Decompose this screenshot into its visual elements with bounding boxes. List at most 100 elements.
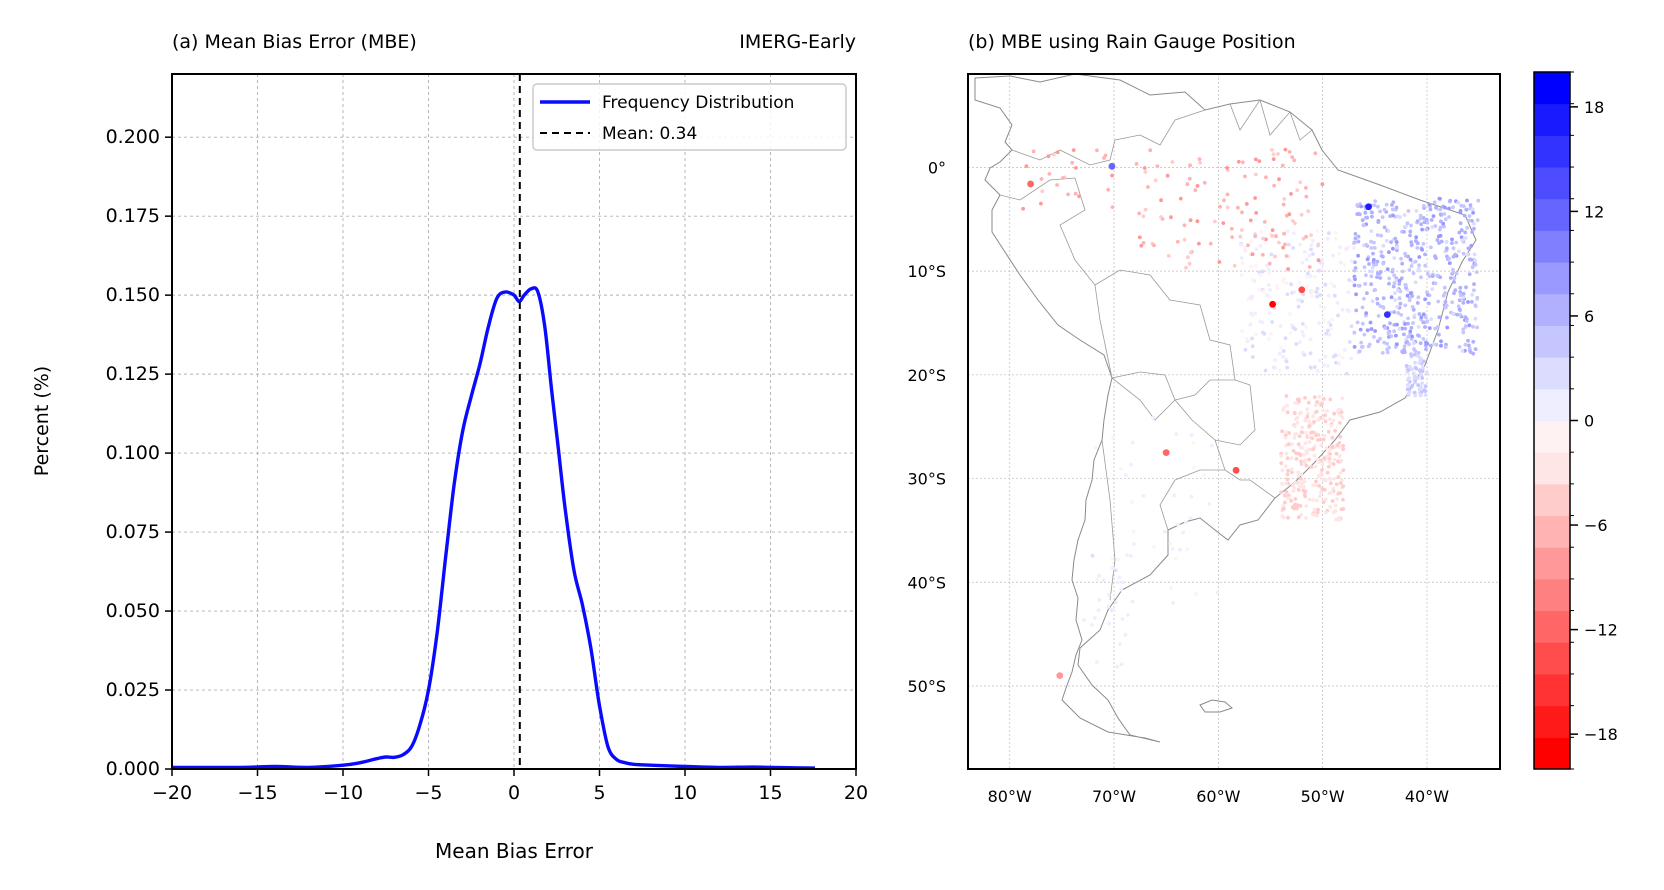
gauge-point bbox=[1267, 336, 1271, 341]
gauge-point bbox=[1305, 284, 1309, 289]
gauge-point bbox=[1270, 228, 1275, 233]
gauge-point bbox=[1423, 252, 1427, 257]
gauge-point bbox=[1463, 315, 1468, 319]
gauge-point bbox=[1437, 241, 1441, 245]
gauge-point bbox=[1052, 152, 1056, 157]
gauge-point bbox=[1319, 443, 1323, 448]
gauge-point bbox=[1457, 345, 1462, 349]
panel-a-product-label: IMERG-Early bbox=[739, 31, 856, 53]
gauge-point bbox=[1418, 341, 1423, 345]
gauge-point bbox=[1409, 223, 1413, 228]
gauge-point bbox=[1342, 262, 1347, 267]
gauge-point bbox=[1407, 298, 1412, 303]
gauge-point bbox=[1212, 219, 1217, 224]
gauge-point bbox=[1308, 274, 1313, 278]
gauge-point bbox=[1329, 326, 1334, 331]
gauge-point bbox=[1441, 221, 1446, 226]
gauge-point bbox=[1365, 291, 1369, 295]
gauge-point bbox=[1125, 553, 1129, 557]
gauge-point bbox=[1472, 221, 1476, 226]
x-tick-label: 15 bbox=[758, 782, 782, 804]
gauge-point bbox=[1207, 502, 1212, 506]
gauge-point bbox=[1279, 454, 1284, 458]
gauge-point bbox=[1289, 192, 1293, 196]
gauge-point bbox=[1470, 230, 1475, 235]
gauge-point bbox=[1319, 490, 1323, 495]
gauge-point bbox=[1115, 580, 1120, 585]
gauge-point bbox=[1270, 233, 1274, 238]
gauge-point bbox=[1312, 444, 1317, 448]
gauge-point bbox=[1428, 343, 1433, 348]
gauge-point bbox=[1322, 433, 1327, 438]
gauge-point bbox=[1352, 246, 1356, 250]
gauge-point bbox=[1422, 388, 1427, 392]
gauge-point bbox=[1250, 294, 1255, 299]
gauge-point bbox=[1381, 296, 1386, 301]
gauge-point bbox=[1367, 342, 1372, 347]
gauge-point bbox=[1304, 463, 1309, 468]
gauge-point bbox=[1369, 274, 1374, 279]
gauge-point bbox=[1392, 273, 1397, 278]
gauge-point bbox=[1328, 477, 1333, 481]
gauge-point bbox=[1416, 354, 1421, 359]
colorbar: 18 12 6 0 −6 −12 −18 bbox=[1533, 71, 1618, 770]
gauge-point bbox=[1296, 488, 1301, 492]
gauge-point bbox=[1106, 187, 1111, 192]
gauge-point bbox=[1184, 265, 1188, 270]
gauge-point bbox=[1448, 198, 1453, 203]
gauge-point bbox=[1253, 196, 1257, 200]
colorbar-band bbox=[1534, 705, 1570, 738]
gauge-point bbox=[1463, 342, 1468, 347]
gauge-point bbox=[1163, 529, 1167, 534]
gauge-point-highlight bbox=[1056, 672, 1064, 680]
x-tick-label: 5 bbox=[593, 782, 605, 804]
gauge-point bbox=[1370, 265, 1375, 270]
gauge-point bbox=[1304, 257, 1309, 262]
gauge-point bbox=[1191, 441, 1196, 445]
gauge-point bbox=[1313, 403, 1318, 407]
gauge-point bbox=[1335, 443, 1340, 448]
y-tick-label: 0.175 bbox=[106, 205, 160, 227]
gauge-point bbox=[1300, 330, 1305, 334]
gauge-point bbox=[1430, 287, 1435, 291]
gauge-point bbox=[1277, 368, 1282, 373]
gauge-point bbox=[1403, 322, 1407, 326]
gauge-point bbox=[1307, 419, 1311, 424]
gauge-point bbox=[1276, 301, 1280, 306]
gauge-point bbox=[1318, 494, 1322, 498]
colorbar-band bbox=[1534, 547, 1570, 580]
gauge-point bbox=[1376, 204, 1380, 209]
gauge-point bbox=[1406, 334, 1411, 339]
gauge-point bbox=[1248, 218, 1253, 223]
gauge-point bbox=[1370, 214, 1374, 219]
gauge-point bbox=[1469, 243, 1474, 248]
gauge-point bbox=[1335, 497, 1339, 501]
colorbar-band bbox=[1534, 420, 1570, 453]
gauge-point bbox=[1394, 333, 1398, 338]
gauge-point bbox=[1461, 330, 1466, 335]
gauge-point bbox=[1397, 282, 1402, 286]
gauge-point bbox=[1338, 421, 1342, 425]
gauge-point bbox=[1260, 269, 1265, 274]
gauge-point-highlight bbox=[1269, 300, 1276, 308]
gauge-point bbox=[1382, 225, 1387, 230]
rain-gauge-points bbox=[1021, 147, 1481, 680]
gauge-point bbox=[1437, 196, 1442, 201]
gauge-point bbox=[1298, 242, 1302, 247]
gauge-point bbox=[1396, 311, 1401, 315]
gauge-point bbox=[1097, 573, 1102, 578]
gauge-point bbox=[1188, 516, 1193, 520]
gauge-point bbox=[1461, 251, 1466, 256]
gauge-point bbox=[1394, 278, 1399, 283]
colorbar-band bbox=[1534, 357, 1570, 390]
gauge-point bbox=[1193, 188, 1198, 193]
gauge-point bbox=[1314, 479, 1318, 484]
gauge-point bbox=[1293, 481, 1298, 485]
gauge-point bbox=[1388, 321, 1392, 326]
gauge-point bbox=[1106, 604, 1111, 609]
y-tick-label: 0.150 bbox=[106, 284, 160, 306]
gauge-point bbox=[1442, 224, 1446, 229]
gauge-point bbox=[1307, 424, 1312, 428]
gauge-point bbox=[1420, 247, 1424, 252]
gauge-point bbox=[1370, 299, 1375, 304]
